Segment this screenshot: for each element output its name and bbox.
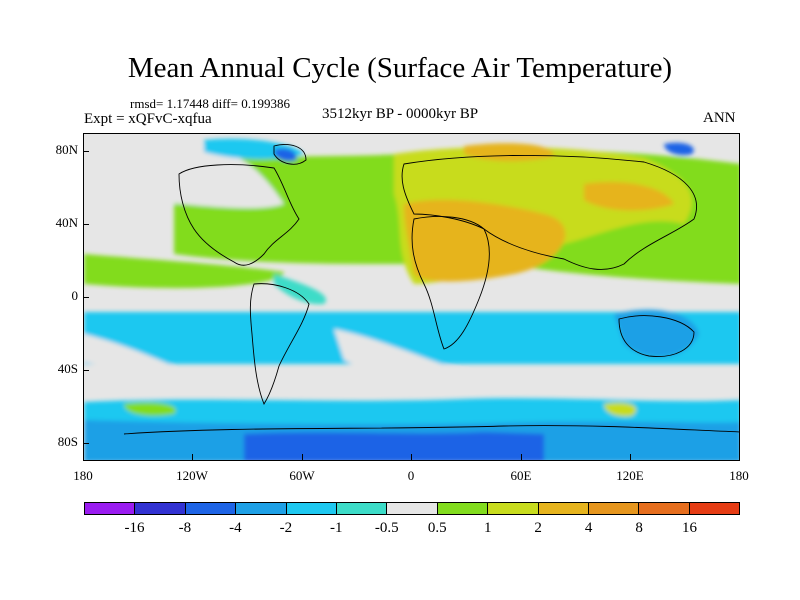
south-pacific-warm-patch <box>124 402 176 416</box>
colorbar-cell <box>538 503 589 514</box>
map-canvas <box>84 134 739 460</box>
colorbar-label: 8 <box>635 520 643 536</box>
coastline-north-america <box>178 164 300 266</box>
coastline-south-america <box>249 283 310 405</box>
y-tick-0 <box>83 297 89 298</box>
x-tick-60e <box>521 454 522 460</box>
colorbar-label: -4 <box>229 520 242 536</box>
x-tick-180w <box>83 454 84 460</box>
colorbar-label: 1 <box>483 520 492 536</box>
tropical-pacific-green <box>84 254 284 289</box>
arctic-eurasia-warmer <box>464 143 554 162</box>
tropical-atlantic-cool <box>274 274 326 305</box>
colorbar-cell <box>185 503 237 514</box>
x-axis-label: 60W <box>289 468 315 483</box>
colorbar-cell <box>639 503 690 514</box>
colorbar-cell <box>437 503 489 514</box>
coastline-greenland <box>273 144 307 165</box>
colorbar-cell <box>85 503 136 514</box>
colorbar-label: -1 <box>330 520 343 536</box>
y-tick-40s <box>83 370 89 371</box>
arctic-siberia-cold <box>664 142 694 156</box>
colorbar-cell <box>689 503 740 514</box>
greenland-cold <box>274 148 297 162</box>
coastline-australia <box>618 315 695 357</box>
coastline-africa <box>411 216 490 350</box>
colorbar-label: -16 <box>124 520 145 536</box>
y-tick-80s <box>83 443 89 444</box>
rmsd-diff-stats: rmsd= 1.17448 diff= 0.199386 <box>130 96 290 111</box>
colorbar-label: 2 <box>534 520 542 536</box>
x-tick-120e <box>630 454 631 460</box>
x-axis-label: 180 <box>729 468 749 483</box>
north-africa-middle-east-warmer <box>404 199 566 282</box>
south-pacific-neutral <box>84 334 174 368</box>
colorbar-cell <box>336 503 388 514</box>
y-axis-label: 40S <box>57 361 78 376</box>
period-label: 3512kyr BP - 0000kyr BP <box>322 106 479 122</box>
x-axis-label: 180 <box>73 468 93 483</box>
colorbar-label: -0.5 <box>374 520 399 536</box>
colorbar-cell <box>588 503 640 514</box>
colorbar-cell <box>488 503 539 514</box>
x-axis-label: 60E <box>510 468 532 483</box>
experiment-label: Expt = xQFvC-xqfua <box>84 111 212 127</box>
x-tick-120w <box>192 454 193 460</box>
x-tick-60w <box>302 454 303 460</box>
coastline-antarctica <box>123 425 739 435</box>
x-tick-0 <box>411 454 412 460</box>
colorbar <box>84 502 740 515</box>
coastlines <box>123 144 739 435</box>
x-axis-label: 0 <box>407 468 415 483</box>
y-axis-label: 40N <box>55 215 78 230</box>
north-pacific-neutral <box>84 144 284 209</box>
colorbar-label: -2 <box>279 520 293 536</box>
x-axis-label: 120W <box>176 468 208 483</box>
colorbar-label: 0.5 <box>427 520 447 536</box>
y-axis-label: 0 <box>71 288 79 303</box>
south-atlantic-neutral <box>334 329 474 380</box>
colorbar-cell <box>286 503 337 514</box>
colorbar-label: 4 <box>584 520 593 536</box>
x-tick-180e <box>739 454 740 460</box>
colorbar-label: 16 <box>682 520 698 536</box>
coastline-eurasia <box>401 154 697 270</box>
temperature-field <box>84 138 739 460</box>
colorbar-cell <box>135 503 186 514</box>
siberia-warmer <box>584 182 674 211</box>
temperature-difference-map <box>83 133 740 461</box>
colorbar-label: -8 <box>178 520 192 536</box>
colorbar-cell <box>387 503 438 514</box>
x-axis-label: 120E <box>616 468 644 483</box>
map-title: Mean Annual Cycle (Surface Air Temperatu… <box>127 52 673 84</box>
colorbar-cell <box>236 503 287 514</box>
season-label: ANN <box>703 110 736 126</box>
south-indian-warm-patch <box>604 402 637 417</box>
y-tick-80n <box>83 151 89 152</box>
y-axis-label: 80N <box>55 142 78 157</box>
y-axis-label: 80S <box>57 434 78 449</box>
y-tick-40n <box>83 224 89 225</box>
antarctic-coldest-region <box>244 432 544 460</box>
